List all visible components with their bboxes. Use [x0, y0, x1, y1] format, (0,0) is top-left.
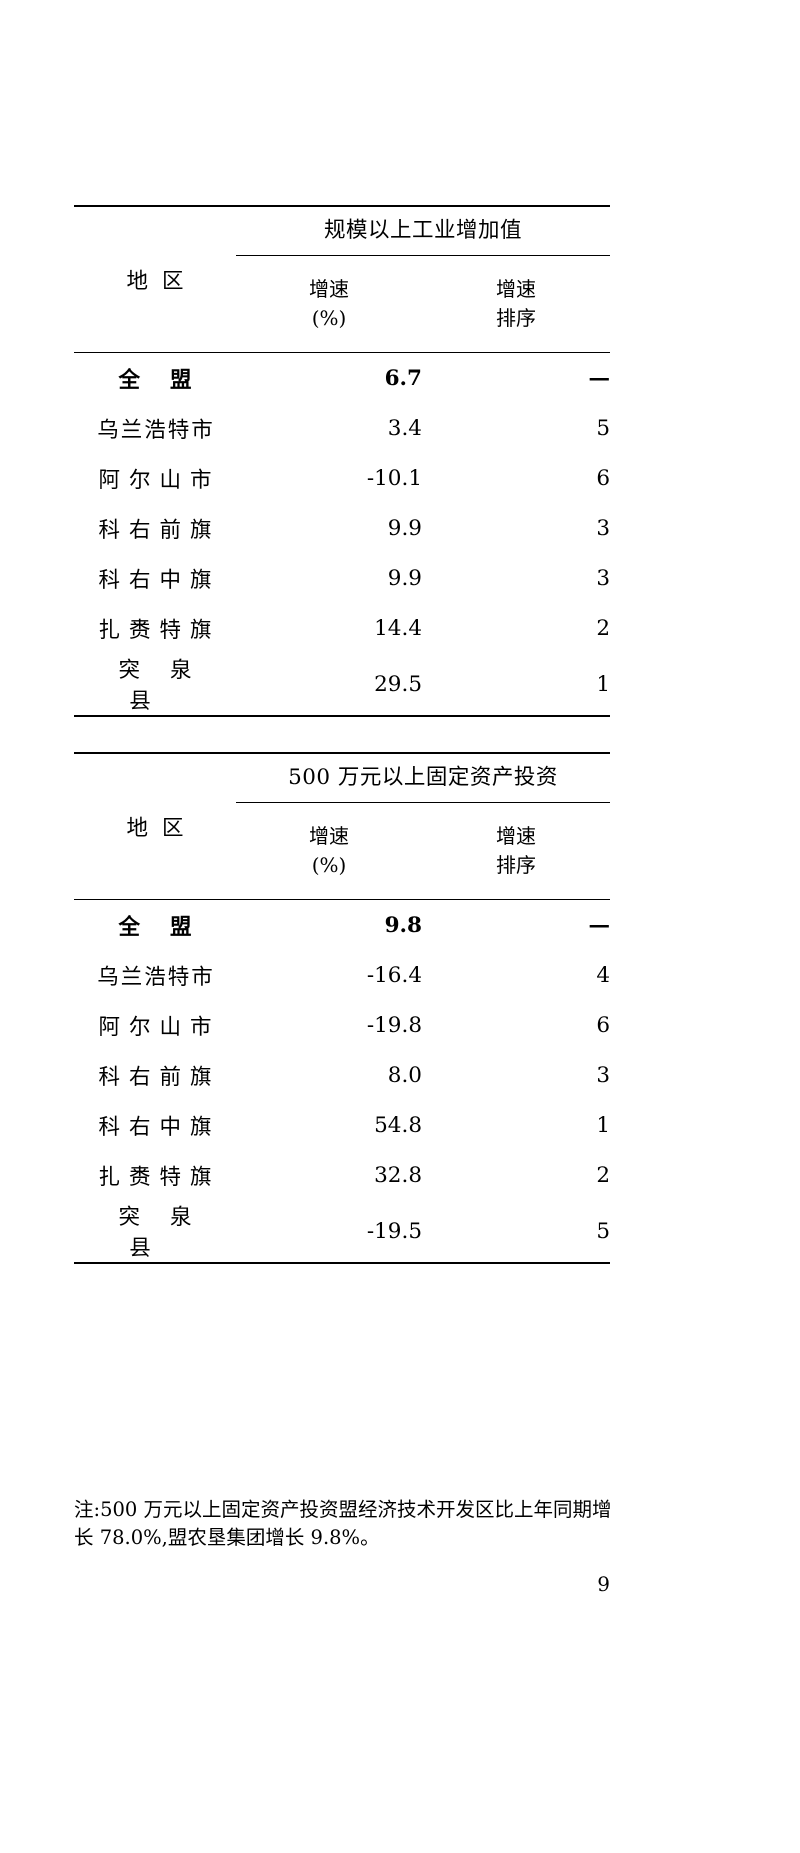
- column-header-growth-rate: 增速 (%): [236, 255, 422, 353]
- cell-growth-rank: 3: [596, 565, 611, 591]
- table-fixed-asset-investment: 地区 500 万元以上固定资产投资 增速 (%) 增速 排序 全盟 9.8— 乌兰浩…: [74, 752, 610, 1264]
- column-header-group: 规模以上工业增加值: [236, 205, 611, 256]
- cell-growth-rate: 32.8: [374, 1162, 422, 1188]
- table-row: 科右中旗 54.8 1: [74, 1100, 610, 1150]
- cell-growth-rank: 5: [422, 1200, 610, 1264]
- table-row: 全盟 6.7—: [74, 352, 611, 403]
- table-header-group-row: 地区 500 万元以上固定资产投资: [74, 752, 610, 900]
- table-row: 科右前旗 8.0 3: [74, 1050, 610, 1100]
- table-row: 阿尔山市 -10.1 6: [74, 453, 610, 503]
- cell-growth-rate: 14.4: [374, 615, 422, 641]
- growth-rank-label-2: 排序: [496, 306, 536, 330]
- cell-growth-rate: -19.5: [236, 1200, 422, 1264]
- growth-rank-label-1: 增速: [496, 277, 536, 301]
- cell-growth-rate: 3.4: [387, 415, 422, 441]
- cell-growth-rate: 6.7: [236, 352, 422, 403]
- table-header-group-row: 地区 规模以上工业增加值: [74, 205, 611, 353]
- cell-region: 科右前旗: [98, 517, 221, 543]
- cell-growth-rank: 5: [596, 415, 611, 441]
- page-number: 9: [597, 1572, 610, 1596]
- table-row: 乌兰浩特市 -16.4 4: [74, 950, 610, 1000]
- table-row: 乌兰浩特市 3.4 5: [74, 403, 610, 453]
- cell-growth-rank: 6: [596, 1012, 610, 1038]
- cell-region: 乌兰浩特市: [97, 964, 215, 990]
- cell-region: 科右前旗: [98, 1064, 221, 1090]
- growth-rank-label-1: 增速: [496, 824, 536, 848]
- growth-rank-label-2: 排序: [496, 853, 536, 877]
- table-row: 突泉县 29.5 1: [74, 653, 611, 717]
- table-row: 全盟 9.8—: [74, 899, 610, 950]
- table-body: 全盟 6.7— 乌兰浩特市 3.4 5 阿尔山市 -10.1 6 科右前旗 9.9 3 科右中旗 9.9…: [74, 352, 611, 717]
- cell-growth-rate: -10.1: [366, 465, 422, 491]
- column-header-region: 地区: [74, 752, 236, 900]
- cell-region: 突泉县: [74, 653, 236, 717]
- cell-growth-rate: 54.8: [374, 1112, 422, 1138]
- cell-growth-rate: 9.9: [387, 515, 422, 541]
- table-row: 阿尔山市 -19.8 6: [74, 1000, 610, 1050]
- cell-region: 全盟: [74, 899, 236, 950]
- cell-growth-rank: 2: [596, 615, 611, 641]
- cell-growth-rank: —: [422, 352, 611, 403]
- cell-growth-rank: 6: [596, 465, 611, 491]
- table-header-sub-row: 增速 (%) 增速 排序: [74, 802, 610, 900]
- table-header: 地区 规模以上工业增加值 增速 (%) 增速 排序: [74, 205, 611, 353]
- table-header-sub-row: 增速 (%) 增速 排序: [74, 255, 611, 353]
- cell-region: 科右中旗: [98, 1114, 221, 1140]
- cell-growth-rank: 1: [422, 653, 611, 717]
- column-header-growth-rate: 增速 (%): [236, 802, 422, 900]
- cell-region: 扎赉特旗: [98, 1164, 221, 1190]
- cell-region: 科右中旗: [98, 567, 221, 593]
- table-industrial-added-value: 地区 规模以上工业增加值 增速 (%) 增速 排序 全盟 6.7— 乌兰浩特市 3.4…: [74, 205, 611, 717]
- cell-growth-rate: 29.5: [236, 653, 422, 717]
- table-row: 科右中旗 9.9 3: [74, 553, 610, 603]
- table-header: 地区 500 万元以上固定资产投资 增速 (%) 增速 排序: [74, 752, 610, 900]
- cell-region: 乌兰浩特市: [97, 417, 215, 443]
- cell-growth-rate: 8.0: [387, 1062, 422, 1088]
- column-header-growth-rank: 增速 排序: [422, 255, 611, 353]
- cell-region: 阿尔山市: [98, 1014, 221, 1040]
- cell-growth-rank: 2: [596, 1162, 610, 1188]
- table-row: 突泉县 -19.5 5: [74, 1200, 610, 1264]
- cell-growth-rate: 9.8: [236, 899, 422, 950]
- cell-growth-rank: 4: [596, 962, 610, 988]
- column-header-region: 地区: [74, 205, 236, 353]
- table-row: 扎赉特旗 14.4 2: [74, 603, 610, 653]
- table-row: 科右前旗 9.9 3: [74, 503, 610, 553]
- cell-region: 全盟: [74, 352, 236, 403]
- cell-growth-rate: -16.4: [366, 962, 422, 988]
- table-body: 全盟 9.8— 乌兰浩特市 -16.4 4 阿尔山市 -19.8 6 科右前旗 8.0 3 科右中旗 5…: [74, 899, 610, 1264]
- cell-region: 突泉县: [74, 1200, 236, 1264]
- column-header-group: 500 万元以上固定资产投资: [236, 752, 610, 803]
- cell-growth-rate: -19.8: [366, 1012, 422, 1038]
- growth-rate-label: 增速: [309, 824, 349, 848]
- cell-growth-rank: —: [422, 899, 610, 950]
- cell-growth-rank: 1: [596, 1112, 610, 1138]
- growth-rate-unit: (%): [311, 853, 347, 877]
- cell-growth-rank: 3: [596, 515, 611, 541]
- cell-region: 阿尔山市: [98, 467, 221, 493]
- cell-region: 扎赉特旗: [98, 617, 221, 643]
- table-footnote: 注:500 万元以上固定资产投资盟经济技术开发区比上年同期增长 78.0%,盟农…: [74, 1498, 612, 1549]
- cell-growth-rate: 9.9: [387, 565, 422, 591]
- table-row: 扎赉特旗 32.8 2: [74, 1150, 610, 1200]
- cell-growth-rank: 3: [596, 1062, 610, 1088]
- column-header-growth-rank: 增速 排序: [422, 802, 610, 900]
- growth-rate-label: 增速: [309, 277, 349, 301]
- growth-rate-unit: (%): [311, 306, 347, 330]
